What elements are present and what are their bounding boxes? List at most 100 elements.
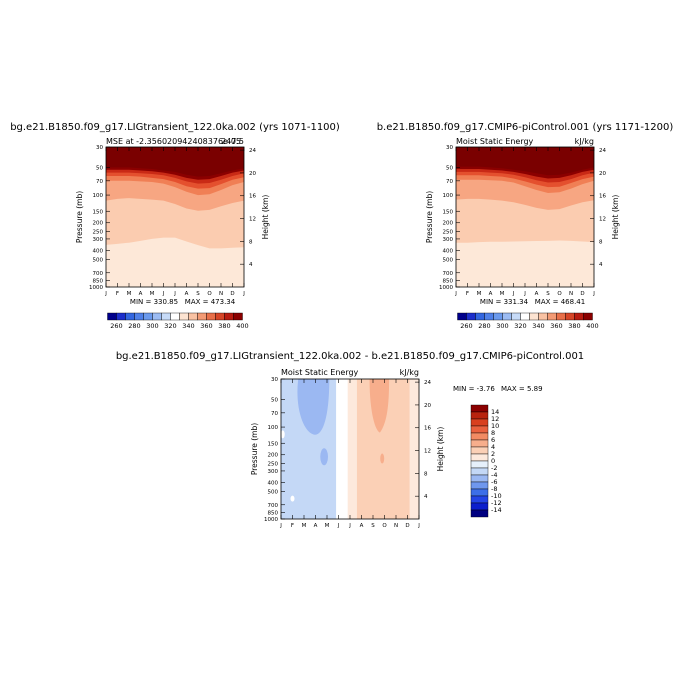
labelbar-box: [188, 312, 198, 321]
y-tick-label: 250: [443, 230, 454, 236]
labelbar-label: 4: [491, 443, 495, 451]
panel-tr-left-string: Moist Static Energy: [456, 137, 534, 146]
labelbar-label: 360: [550, 322, 562, 330]
labelbar-label: 6: [491, 436, 495, 444]
labelbar-label: -14: [491, 506, 502, 514]
x-tick-label: S: [196, 291, 200, 297]
height-tick-label: 24: [599, 148, 606, 154]
labelbar-box: [161, 312, 171, 321]
labelbar-box: [565, 312, 575, 321]
height-tick-label: 12: [599, 217, 606, 223]
labelbar-label: 0: [491, 457, 495, 465]
labelbar-box: [170, 312, 180, 321]
x-tick-label: S: [371, 523, 375, 529]
labelbar-label: 8: [491, 429, 495, 437]
y-tick-label: 400: [443, 248, 454, 254]
panel-tl-ylabel: Pressure (mb): [75, 191, 84, 243]
labelbar-box: [143, 312, 153, 321]
contour-band-neg4-upper: [297, 379, 330, 435]
contour-band-zero-spot: [290, 495, 295, 502]
labelbar-label: 320: [514, 322, 526, 330]
y-tick-label: 200: [268, 453, 279, 459]
panel-bc-ylabel: Pressure (mb): [250, 423, 259, 475]
x-tick-label: N: [219, 291, 223, 297]
panel-tl-left-string: MSE at -2.356020942408376e-05: [106, 137, 241, 146]
y-tick-label: 200: [93, 221, 104, 227]
x-tick-label: M: [127, 291, 132, 297]
labelbar-box: [470, 467, 489, 476]
labelbar-box: [224, 312, 234, 321]
y-tick-label: 30: [96, 145, 103, 151]
labelbar-box: [538, 312, 548, 321]
x-tick-label: M: [325, 523, 330, 529]
x-tick-label: J: [523, 291, 526, 297]
labelbar-box: [470, 509, 489, 518]
contour-band-pos0: [347, 379, 357, 519]
x-tick-label: J: [279, 523, 282, 529]
panel-tr-min-label: MIN = 331.34: [480, 298, 529, 306]
labelbar-box: [470, 418, 489, 427]
y-tick-label: 700: [268, 503, 279, 509]
labelbar-box: [470, 488, 489, 497]
labelbar-box: [457, 312, 467, 321]
height-tick-label: 16: [599, 194, 606, 200]
labelbar-label: 260: [460, 322, 472, 330]
labelbar-box: [470, 460, 489, 469]
labelbar-box: [574, 312, 584, 321]
height-tick-label: 12: [249, 217, 256, 223]
y-tick-label: 150: [443, 209, 454, 215]
height-tick-label: 16: [424, 426, 431, 432]
panel-tr-right-ylabel: Height (km): [611, 195, 620, 240]
height-tick-label: 24: [424, 380, 431, 386]
panel-tr-contour-fill: [456, 147, 594, 287]
x-tick-label: M: [302, 523, 307, 529]
height-tick-label: 8: [249, 239, 253, 245]
x-tick-label: A: [185, 291, 189, 297]
panel-tl-min-label: MIN = 330.85: [130, 298, 178, 306]
contour-band-neg4-small: [320, 448, 328, 466]
labelbar-box: [470, 411, 489, 420]
x-tick-label: J: [162, 291, 165, 297]
x-tick-label: A: [535, 291, 539, 297]
labelbar-box: [125, 312, 135, 321]
y-tick-label: 300: [268, 469, 279, 475]
panel-tl-right-string: 247.5: [221, 137, 244, 146]
panel-tr-max-label: MAX = 468.41: [535, 298, 585, 306]
labelbar-label: 14: [491, 408, 499, 416]
y-tick-label: 850: [443, 279, 454, 285]
x-tick-label: J: [173, 291, 176, 297]
y-tick-label: 30: [446, 145, 453, 151]
height-tick-label: 4: [424, 494, 428, 500]
y-tick-label: 100: [93, 193, 104, 199]
y-tick-label: 50: [271, 397, 278, 403]
labelbar-label: 280: [128, 322, 140, 330]
x-tick-label: J: [454, 291, 457, 297]
y-tick-label: 500: [93, 257, 104, 263]
x-tick-label: J: [512, 291, 515, 297]
panel-bc-title: bg.e21.B1850.f09_g17.LIGtransient_122.0k…: [116, 351, 584, 362]
x-tick-label: F: [291, 523, 294, 529]
height-tick-label: 16: [249, 194, 256, 200]
x-tick-label: O: [557, 291, 562, 297]
labelbar-label: 2: [491, 450, 495, 458]
x-tick-label: J: [337, 523, 340, 529]
x-tick-label: S: [546, 291, 550, 297]
labelbar-box: [583, 312, 593, 321]
labelbar-box: [233, 312, 243, 321]
labelbar-box: [547, 312, 557, 321]
labelbar-box: [197, 312, 207, 321]
y-tick-label: 70: [446, 179, 453, 185]
labelbar-box: [511, 312, 521, 321]
contour-band-pos0-late: [409, 379, 419, 519]
x-tick-label: A: [360, 523, 364, 529]
x-tick-label: M: [477, 291, 482, 297]
labelbar-box: [556, 312, 566, 321]
labelbar-label: 380: [568, 322, 580, 330]
x-tick-label: D: [580, 291, 584, 297]
labelbar-label: 400: [236, 322, 248, 330]
x-tick-label: D: [405, 523, 409, 529]
panel-bc-contour-fill: [281, 379, 419, 519]
